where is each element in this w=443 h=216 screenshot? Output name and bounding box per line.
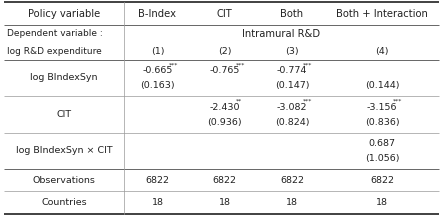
Text: 6822: 6822 <box>280 176 304 185</box>
Text: 18: 18 <box>219 198 231 207</box>
Text: -0.765: -0.765 <box>210 66 240 75</box>
Text: (0.824): (0.824) <box>275 118 309 127</box>
Text: (3): (3) <box>285 46 299 56</box>
Text: Dependent variable :: Dependent variable : <box>7 29 103 38</box>
Text: (4): (4) <box>375 46 389 56</box>
Text: -2.430: -2.430 <box>210 103 240 111</box>
Text: (0.144): (0.144) <box>365 81 400 90</box>
Text: (1.056): (1.056) <box>365 154 400 163</box>
Text: ***: *** <box>169 62 178 67</box>
Text: 18: 18 <box>286 198 298 207</box>
Text: (1): (1) <box>151 46 164 56</box>
Text: CIT: CIT <box>57 110 72 119</box>
Text: -3.156: -3.156 <box>367 103 397 111</box>
Text: -0.774: -0.774 <box>277 66 307 75</box>
Text: ***: *** <box>303 62 312 67</box>
Text: 18: 18 <box>152 198 163 207</box>
Text: B-Index: B-Index <box>139 9 176 19</box>
Text: Both: Both <box>280 9 303 19</box>
Text: (0.147): (0.147) <box>275 81 309 90</box>
Text: 6822: 6822 <box>370 176 394 185</box>
Text: 0.687: 0.687 <box>369 139 396 148</box>
Text: **: ** <box>236 98 242 104</box>
Text: (2): (2) <box>218 46 232 56</box>
Text: (0.936): (0.936) <box>207 118 242 127</box>
Text: ***: *** <box>393 98 403 104</box>
Text: -0.665: -0.665 <box>142 66 173 75</box>
Text: 6822: 6822 <box>145 176 170 185</box>
Text: CIT: CIT <box>217 9 233 19</box>
Text: Policy variable: Policy variable <box>28 9 100 19</box>
Text: 18: 18 <box>376 198 388 207</box>
Text: log R&D expenditure: log R&D expenditure <box>7 46 102 56</box>
Text: -3.082: -3.082 <box>277 103 307 111</box>
Text: log BIndexSyn: log BIndexSyn <box>31 73 98 82</box>
Text: Both + Interaction: Both + Interaction <box>336 9 428 19</box>
Text: ***: *** <box>303 98 312 104</box>
Text: ***: *** <box>236 62 245 67</box>
Text: Intramural R&D: Intramural R&D <box>242 29 320 39</box>
Text: Observations: Observations <box>33 176 96 185</box>
Text: Countries: Countries <box>41 198 87 207</box>
Text: 6822: 6822 <box>213 176 237 185</box>
Text: log BIndexSyn × CIT: log BIndexSyn × CIT <box>16 146 113 155</box>
Text: (0.836): (0.836) <box>365 118 400 127</box>
Text: (0.163): (0.163) <box>140 81 175 90</box>
